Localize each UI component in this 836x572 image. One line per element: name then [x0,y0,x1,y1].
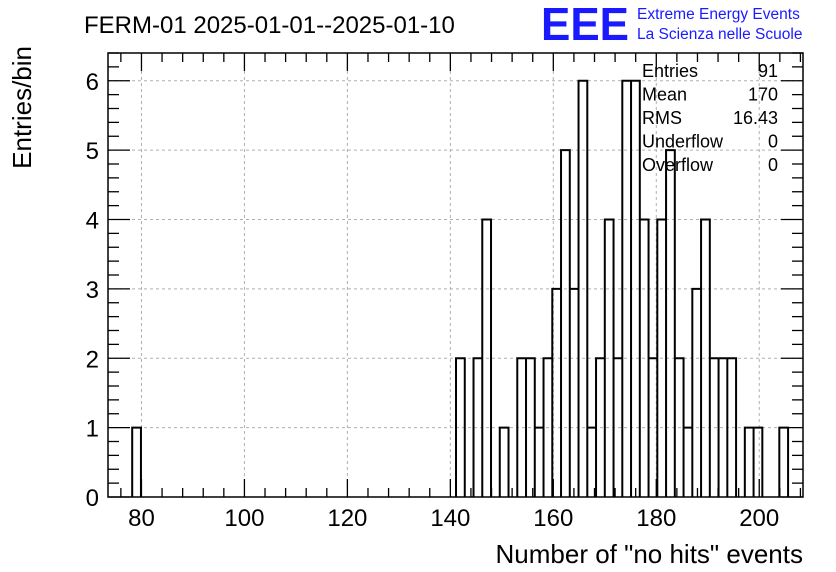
stats-box: Entries 91 Mean 170 RMS 16.43 Underflow 0 Overfl… [642,61,778,175]
stats-label: Mean [642,85,687,105]
stats-label: Entries [642,61,698,81]
histogram-bin [132,428,141,497]
histogram-bin [552,289,561,497]
histogram-bin [666,150,675,497]
histogram-bin [561,150,570,497]
histogram-bin [692,289,701,497]
chart-title: FERM-01 2025-01-01--2025-01-10 [84,12,455,39]
histogram-bin [570,289,579,497]
logo-line-1: Extreme Energy Events [637,6,800,23]
x-tick-label: 140 [430,505,470,532]
y-tick-label: 2 [86,346,99,373]
x-tick-label: 200 [739,505,779,532]
stats-label: Underflow [642,132,724,152]
x-tick-label: 160 [533,505,573,532]
y-tick-label: 0 [86,485,99,512]
x-tick-label: 80 [128,505,155,532]
x-axis-label: Number of "no hits" events [496,539,804,569]
histogram-bin [535,428,544,497]
x-tick-labels: 80 100 120 140 160 180 200 [128,505,779,532]
y-tick-label: 5 [86,138,99,165]
y-tick-label: 6 [86,69,99,96]
y-tick-labels: 0 1 2 3 4 5 6 [86,69,99,512]
logo-line-2: La Scienza nelle Scuole [637,26,802,43]
histogram-bin [754,428,763,497]
histogram-bin [745,428,754,497]
y-axis-label: Entries/bin [7,46,37,169]
axis-ticks [108,52,803,498]
stats-label: Overflow [642,155,714,175]
histogram-bin [779,428,788,497]
histogram-outline [131,79,790,497]
grid-lines [108,53,803,497]
histogram-bin [500,428,509,497]
x-tick-label: 100 [224,505,264,532]
histogram-bin [684,428,693,497]
stats-value: 91 [758,61,778,81]
y-tick-label: 1 [86,416,99,443]
stats-value: 0 [768,132,778,152]
eee-logo: EEE Extreme Energy Events La Scienza nel… [541,0,802,50]
eee-logo-mark: EEE [541,0,629,50]
stats-label: RMS [642,108,682,128]
x-tick-label: 180 [636,505,676,532]
x-tick-label: 120 [327,505,367,532]
stats-value: 170 [748,85,778,105]
y-tick-label: 3 [86,277,99,304]
stats-value: 0 [768,155,778,175]
y-tick-label: 4 [86,208,99,235]
stats-value: 16.43 [733,108,778,128]
histogram-bin [587,428,596,497]
